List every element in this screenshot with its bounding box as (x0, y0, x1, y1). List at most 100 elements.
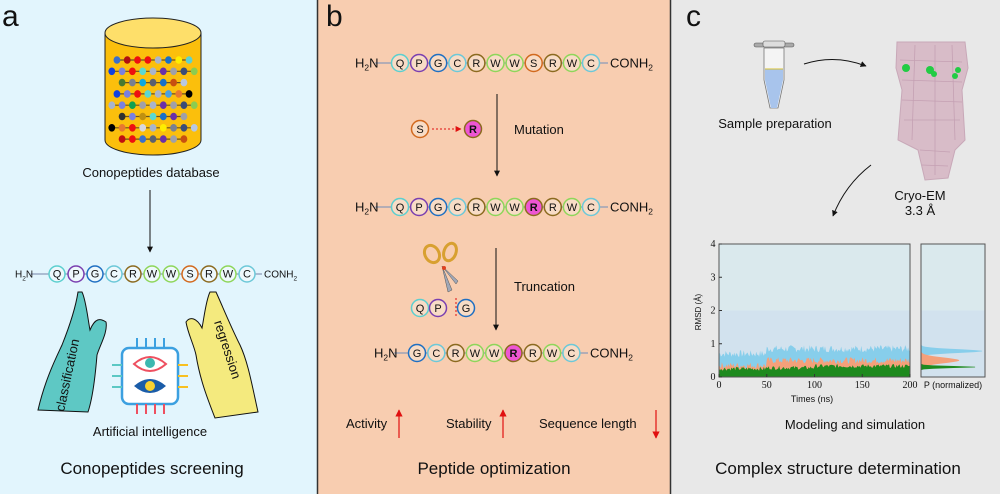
y-tick-label: 0 (711, 372, 716, 383)
residue-letter: W (147, 269, 158, 281)
ai-label: Artificial intelligence (93, 424, 207, 439)
n-terminus: H2N (374, 346, 397, 363)
residue-letter: R (472, 202, 480, 214)
residue-C (448, 53, 467, 73)
residue-S (524, 53, 543, 73)
residue-R (543, 197, 563, 217)
bead (154, 56, 162, 64)
residue-W (542, 343, 562, 363)
residue-letter: W (223, 269, 234, 281)
residue-letter: P (415, 58, 422, 70)
residue-C (581, 197, 601, 217)
bead (170, 124, 178, 132)
residue-letter: R (510, 348, 518, 360)
ai-chip-icon (112, 338, 188, 414)
residue-G (407, 343, 427, 363)
plot-frame (920, 243, 986, 378)
residue-letter: R (549, 202, 557, 214)
bead (149, 124, 157, 132)
bead (180, 101, 188, 109)
residue-letter: W (567, 202, 578, 214)
bead (139, 112, 147, 121)
residue-letter: Q (416, 303, 425, 315)
database-label: Conopeptides database (82, 165, 219, 180)
curved-arrow (832, 164, 872, 217)
residue-G (456, 298, 476, 318)
bead (108, 101, 116, 109)
bead (118, 78, 126, 87)
residue-letter: W (490, 202, 501, 214)
residue-letter: G (434, 202, 443, 214)
residue-letter: W (509, 202, 520, 214)
y-axis-label: RMSD (Å) (694, 293, 703, 330)
residue-letter: P (415, 202, 422, 214)
residue-letter: G (91, 269, 100, 281)
mutation-from: S (416, 124, 423, 136)
bead (129, 112, 136, 121)
bead (118, 124, 126, 132)
bead (180, 67, 188, 76)
bead (180, 112, 188, 121)
resolution-label: 3.3 Å (905, 203, 936, 218)
bead (175, 56, 183, 64)
residue-W (219, 265, 237, 283)
n-terminus: H2N (355, 200, 378, 217)
bead (180, 135, 188, 143)
residue-letter: S (530, 58, 537, 70)
residue-R (467, 197, 486, 217)
residue-letter: C (587, 58, 595, 70)
bead (159, 101, 167, 109)
residue-letter: W (470, 348, 481, 360)
residue-P (409, 53, 429, 73)
residue-R (543, 53, 563, 73)
residue-W (486, 53, 505, 73)
residue-P (428, 298, 448, 318)
bead (175, 90, 183, 98)
residue-C (448, 197, 467, 217)
outcomes: Activity Stability Sequence length (346, 409, 660, 439)
c-terminus: CONH2 (264, 270, 297, 283)
residue-C (238, 265, 256, 283)
bead (139, 124, 147, 132)
mutated-sequence: H2N Q P G C R W W R R W C CONH2 (355, 197, 653, 217)
sample-label: Sample preparation (718, 116, 831, 131)
bead (154, 90, 162, 98)
bead (170, 101, 178, 109)
y-tick-label: 1 (711, 339, 716, 350)
residue-C (105, 265, 123, 283)
residue-C (562, 343, 581, 363)
cryo-em-label: Cryo-EM (894, 188, 945, 203)
residue-Q (48, 265, 66, 283)
distribution-series-2 (921, 340, 976, 373)
bead (108, 124, 116, 132)
residue-letter: S (186, 269, 193, 281)
panel-a: a Conopeptides database H2N Q P G C R W W S R W C CO… (2, 0, 297, 478)
c-terminus: CONH2 (610, 200, 653, 217)
bead (134, 56, 141, 64)
y-tick-label: 4 (711, 239, 716, 250)
bead (113, 90, 121, 98)
scissors-icon (422, 241, 459, 293)
y-tick-label: 3 (711, 272, 716, 283)
side-x-axis-label: P (normalized) (924, 380, 982, 390)
distribution-series-0 (921, 340, 983, 373)
residue-W (505, 197, 524, 217)
residue-letter: R (472, 58, 480, 70)
bead (129, 67, 136, 76)
residue-Q (390, 53, 410, 73)
peptide-sequence: H2N Q P G C R W W S R W C CONH2 (15, 265, 297, 283)
bead (118, 67, 126, 76)
bead (165, 90, 172, 98)
modeling-label: Modeling and simulation (785, 417, 925, 432)
residue-letter: C (567, 348, 575, 360)
residue-W (505, 53, 524, 73)
residue-letter: W (166, 269, 177, 281)
n-terminus: H2N (355, 56, 378, 73)
rmsd-series-2 (719, 364, 910, 377)
panel-b-title: Peptide optimization (417, 459, 570, 478)
residue-letter: P (72, 269, 79, 281)
residue-letter: G (434, 58, 443, 70)
mutation-diagram: S R (410, 119, 483, 139)
